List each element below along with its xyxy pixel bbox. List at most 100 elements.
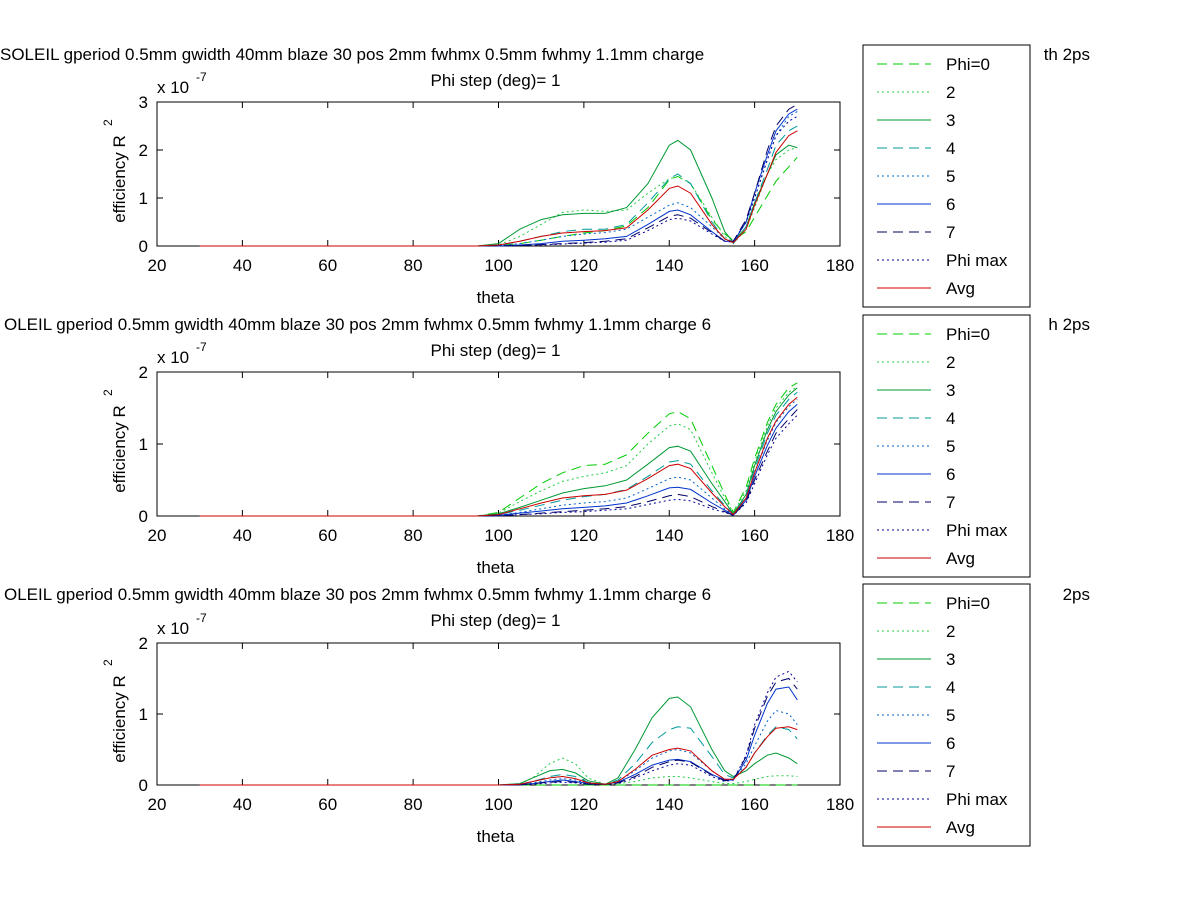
chart-title-line1-end: h 2ps (1048, 315, 1090, 334)
x-tick-label: 180 (826, 526, 854, 545)
x-axis-label: theta (477, 288, 515, 307)
y-exponent-power: -7 (196, 611, 207, 625)
legend-entry-label: Avg (946, 279, 975, 298)
series-line-4 (199, 726, 798, 786)
y-tick-label: 2 (139, 141, 148, 160)
chart-subtitle: Phi step (deg)= 1 (431, 341, 561, 360)
legend-entry-label: 2 (946, 353, 955, 372)
x-tick-label: 60 (318, 256, 337, 275)
legend-entry-label: Phi=0 (946, 594, 990, 613)
x-tick-label: 100 (484, 795, 512, 814)
x-tick-label: 60 (318, 795, 337, 814)
plot-area (156, 101, 841, 247)
legend-entry-label: Phi max (946, 521, 1008, 540)
series-line-avg (199, 130, 798, 247)
x-tick-label: 80 (404, 526, 423, 545)
y-tick-label: 0 (139, 237, 148, 256)
legend-box (862, 44, 1031, 308)
x-tick-label: 80 (404, 795, 423, 814)
series-line-phi-0 (199, 156, 798, 247)
series-line-6 (199, 404, 798, 517)
legend-entry-label: 5 (946, 437, 955, 456)
legend-entry-label: 6 (946, 195, 955, 214)
y-tick-label: 0 (139, 507, 148, 526)
y-exponent-base: x 10 (157, 348, 189, 367)
series-line-3 (199, 387, 798, 517)
legend-entry-label: Phi=0 (946, 325, 990, 344)
x-tick-label: 140 (655, 795, 683, 814)
series-line-6 (199, 686, 798, 786)
y-exponent-base: x 10 (157, 78, 189, 97)
chart-title-line1: SOLEIL gperiod 0.5mm gwidth 40mm blaze 3… (0, 45, 704, 64)
legend-entry-label: 4 (946, 409, 955, 428)
x-tick-label: 20 (148, 526, 167, 545)
plot-area (156, 642, 841, 786)
chart-title-line1-end: 2ps (1063, 585, 1090, 604)
y-axis-label-superscript: 2 (101, 389, 115, 396)
series-line-5 (199, 709, 798, 786)
subplot-1: SOLEIL gperiod 0.5mm gwidth 40mm blaze 3… (0, 44, 1090, 308)
y-exponent-power: -7 (196, 70, 207, 84)
chart-subtitle: Phi step (deg)= 1 (431, 611, 561, 630)
y-axis-label: efficiency R (110, 405, 129, 493)
y-tick-label: 0 (139, 776, 148, 795)
legend-entry-label: 7 (946, 493, 955, 512)
legend-entry-label: Phi=0 (946, 55, 990, 74)
series-line-5 (199, 111, 798, 247)
legend-box (862, 583, 1031, 847)
series-line-2 (199, 385, 798, 517)
legend-entry-label: 6 (946, 465, 955, 484)
series-line-7 (199, 677, 798, 786)
series-line-4 (199, 391, 798, 517)
series-line-phi-0 (199, 382, 798, 517)
legend-entry-label: 3 (946, 381, 955, 400)
legend-entry-label: 5 (946, 167, 955, 186)
series-line-phi-max (199, 670, 798, 786)
legend-entry-label: 6 (946, 734, 955, 753)
chart-title-line1: OLEIL gperiod 0.5mm gwidth 40mm blaze 30… (4, 585, 711, 604)
x-tick-label: 160 (740, 256, 768, 275)
chart-subtitle: Phi step (deg)= 1 (431, 71, 561, 90)
legend-entry-label: 2 (946, 622, 955, 641)
x-tick-label: 120 (570, 256, 598, 275)
legend-entry-label: Phi max (946, 790, 1008, 809)
x-tick-label: 160 (740, 526, 768, 545)
legend-entry-label: 7 (946, 223, 955, 242)
x-tick-label: 140 (655, 256, 683, 275)
series-line-phi-max (199, 115, 798, 247)
x-axis-label: theta (477, 827, 515, 846)
y-exponent-base: x 10 (157, 619, 189, 638)
x-tick-label: 180 (826, 795, 854, 814)
series-line-7 (199, 103, 798, 247)
series-line-avg (199, 726, 798, 786)
subplot-2: OLEIL gperiod 0.5mm gwidth 40mm blaze 30… (4, 314, 1090, 578)
legend-entry-label: 4 (946, 678, 955, 697)
y-tick-label: 1 (139, 705, 148, 724)
x-axis-label: theta (477, 558, 515, 577)
x-tick-label: 40 (233, 256, 252, 275)
legend-entry-label: 4 (946, 139, 955, 158)
x-tick-label: 40 (233, 795, 252, 814)
x-tick-label: 180 (826, 256, 854, 275)
x-tick-label: 40 (233, 526, 252, 545)
legend-entry-label: 7 (946, 762, 955, 781)
y-tick-label: 2 (139, 634, 148, 653)
x-tick-label: 20 (148, 795, 167, 814)
y-axis-label: efficiency R (110, 675, 129, 763)
x-tick-label: 80 (404, 256, 423, 275)
series-line-avg (199, 396, 798, 517)
x-tick-label: 20 (148, 256, 167, 275)
legend-entry-label: Phi max (946, 251, 1008, 270)
subplot-3: OLEIL gperiod 0.5mm gwidth 40mm blaze 30… (4, 583, 1090, 847)
chart-title-line1: OLEIL gperiod 0.5mm gwidth 40mm blaze 30… (4, 315, 711, 334)
x-tick-label: 60 (318, 526, 337, 545)
plot-area (156, 371, 841, 517)
legend-entry-label: 3 (946, 111, 955, 130)
x-tick-label: 120 (570, 526, 598, 545)
x-tick-label: 100 (484, 256, 512, 275)
series-line-phi-max (199, 414, 798, 517)
legend-entry-label: 2 (946, 83, 955, 102)
x-tick-label: 160 (740, 795, 768, 814)
legend-box (862, 314, 1031, 578)
